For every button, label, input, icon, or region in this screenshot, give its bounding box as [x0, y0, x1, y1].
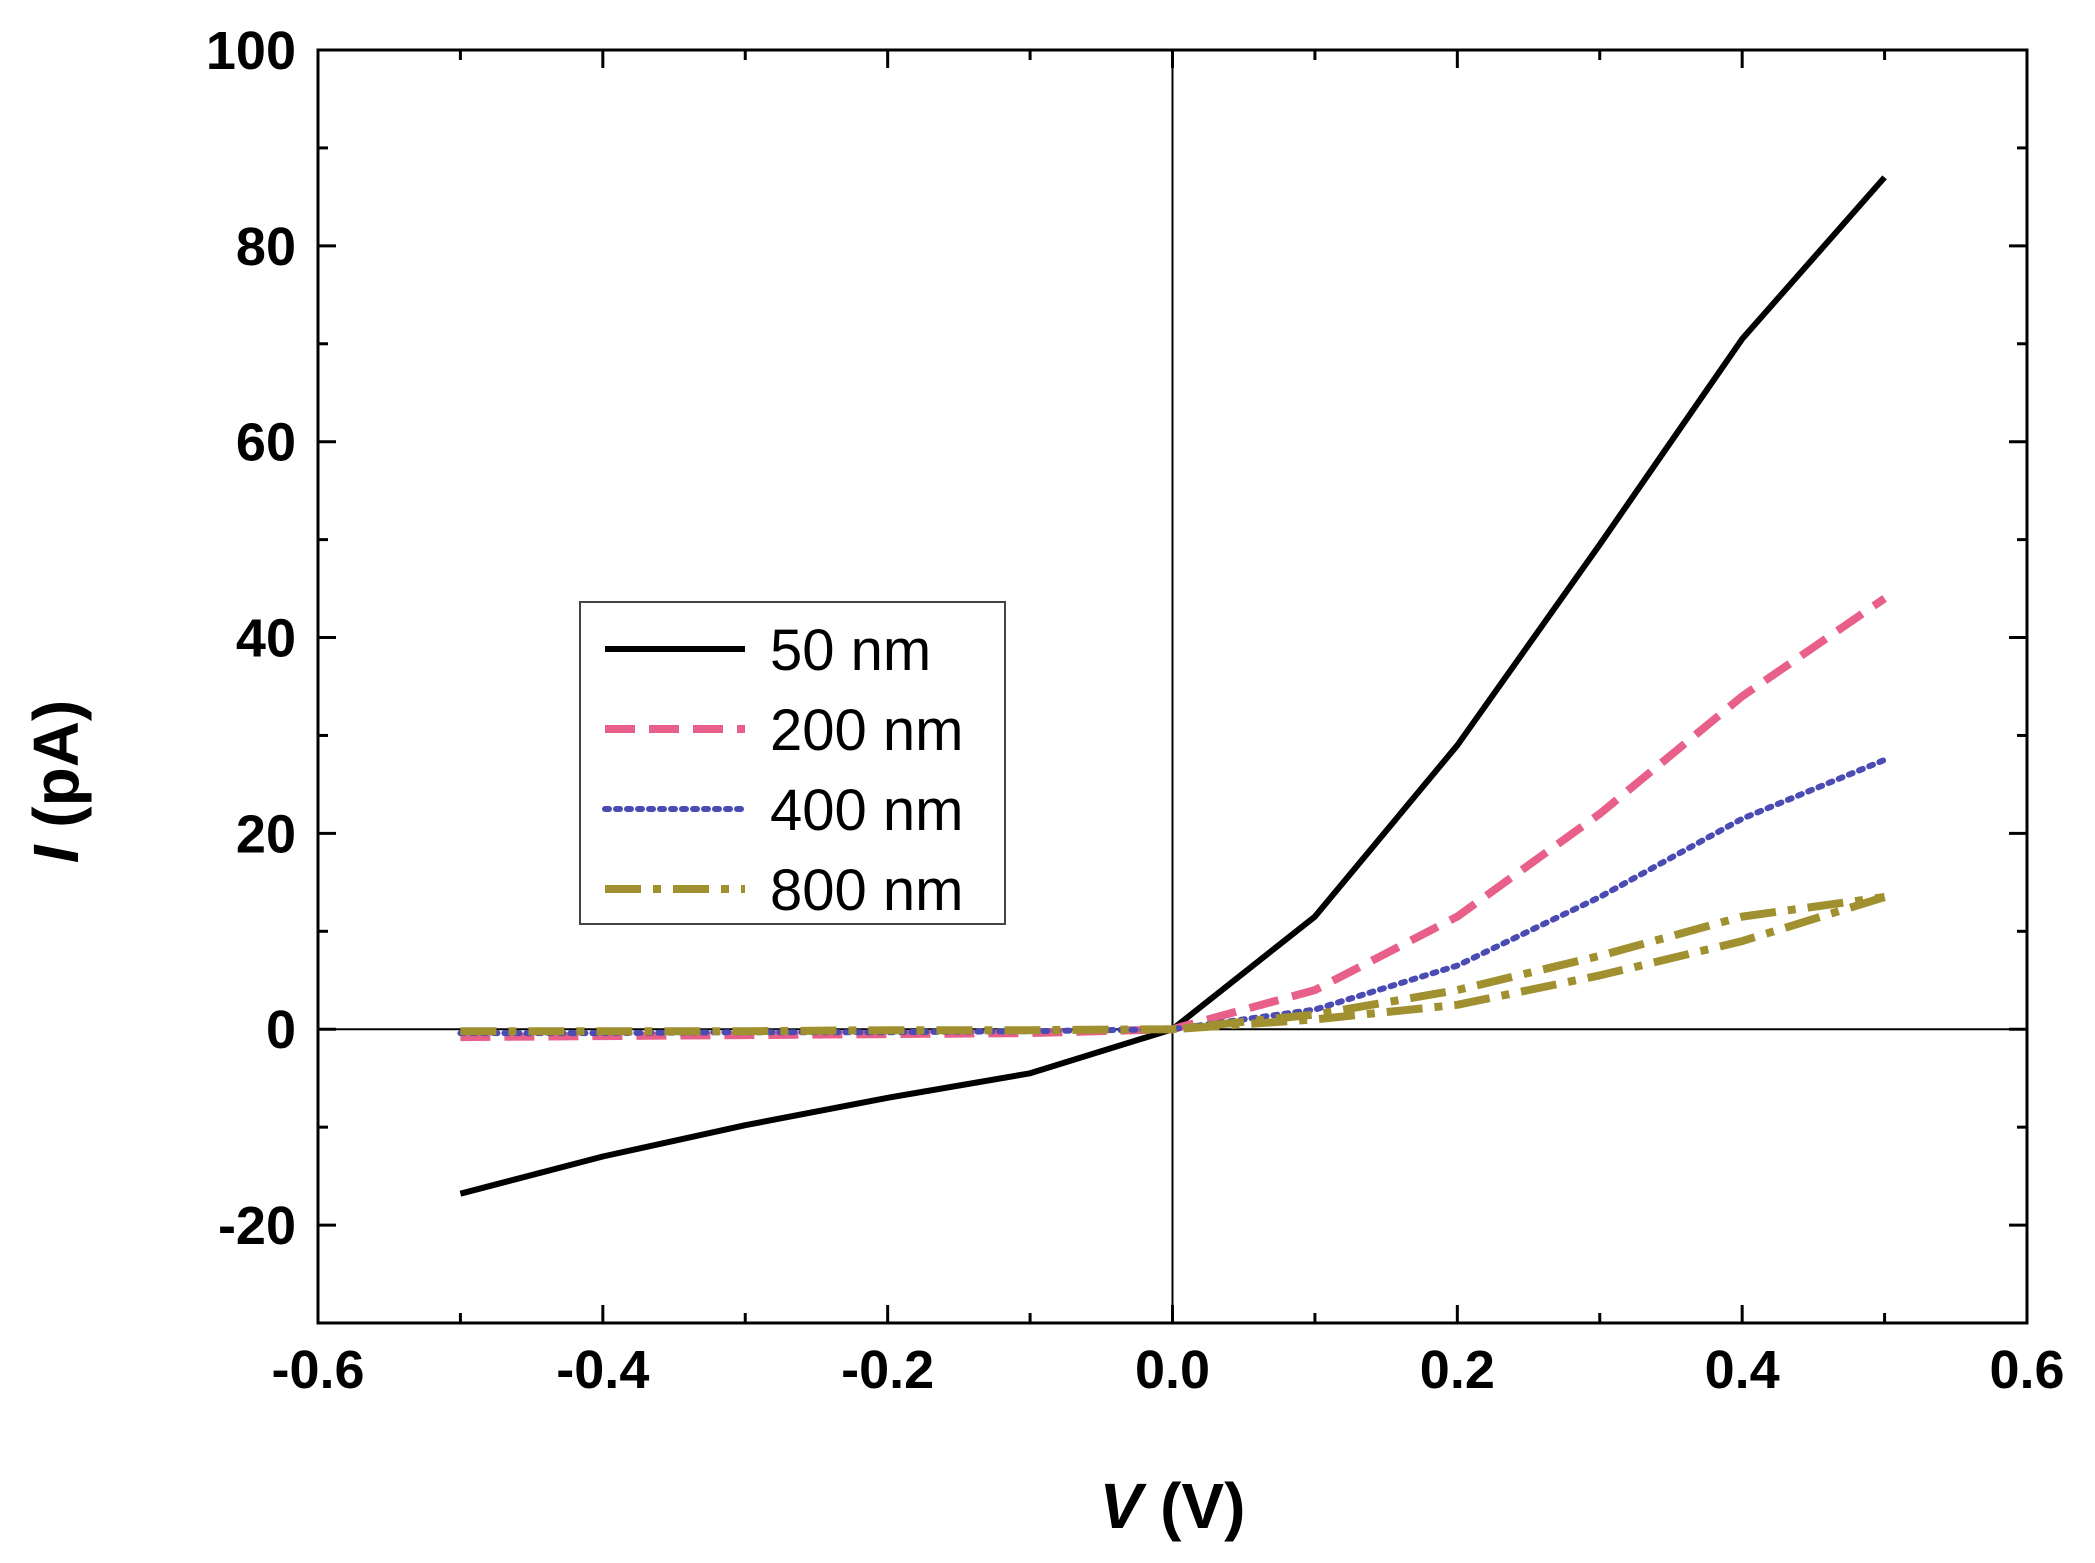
- series-line-800-nm-return-: [1172, 893, 1886, 1034]
- zero-reference-lines: [318, 50, 2027, 1323]
- legend: 50 nm 200 nm 400 nm 800 nm: [579, 601, 1006, 925]
- x-tick-label: -0.2: [841, 1340, 934, 1400]
- x-axis-title: V (V): [1100, 1470, 1246, 1542]
- y-tick-label: 0: [266, 1000, 296, 1060]
- y-tick-label: 60: [236, 413, 296, 473]
- x-tick-label: -0.6: [271, 1340, 364, 1400]
- series-layer: [457, 175, 1888, 1197]
- x-tick-label: 0.2: [1420, 1340, 1495, 1400]
- legend-label: 50 nm: [770, 618, 931, 683]
- y-tick-label: -20: [218, 1196, 296, 1256]
- legend-label: 200 nm: [770, 698, 963, 763]
- legend-label: 800 nm: [770, 858, 963, 923]
- y-tick-label: 80: [236, 217, 296, 277]
- y-tick-label: 40: [236, 609, 296, 669]
- y-tick-label: 100: [206, 21, 296, 81]
- series-line-800-nm: [460, 893, 1886, 1036]
- legend-label: 400 nm: [770, 778, 963, 843]
- tick-labels: -0.6 -0.4 -0.2 0.0 0.2 0.4 0.6 -20 0 20 40 60 80 100: [206, 21, 2065, 1400]
- x-tick-label: 0.0: [1135, 1340, 1210, 1400]
- legend-box: [579, 601, 1006, 925]
- axis-titles: V (V) I (pA): [20, 700, 1245, 1542]
- y-tick-label: 20: [236, 804, 296, 864]
- x-tick-label: 0.6: [1989, 1340, 2064, 1400]
- ticks-layer: [316, 48, 2029, 1325]
- x-tick-label: 0.4: [1705, 1340, 1780, 1400]
- x-tick-label: -0.4: [556, 1340, 649, 1400]
- y-axis-title: I (pA): [20, 700, 92, 864]
